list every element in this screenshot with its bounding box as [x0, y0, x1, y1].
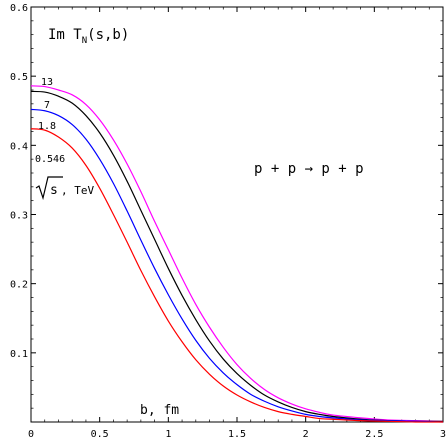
reaction-label: p + p → p + p — [254, 161, 364, 177]
x-tick-label: 3 — [440, 429, 446, 440]
energy-label-unit: , TeV — [61, 184, 94, 197]
energy-label-root: s — [50, 183, 58, 198]
sqrt-sign-icon — [35, 176, 63, 201]
y-tick-label: 0.5 — [10, 72, 28, 83]
y-tick-label: 0.4 — [10, 141, 28, 152]
chart-title: Im TN(s,b) — [48, 27, 129, 46]
x-tick-label: 2.5 — [365, 429, 383, 440]
x-tick-label: 1 — [165, 429, 171, 440]
x-axis: 0 0.5 1 1.5 2 2.5 3 — [28, 7, 446, 440]
title-args: (s,b) — [87, 27, 129, 43]
series-line-0-546 — [30, 128, 444, 423]
title-main: Im T — [48, 27, 82, 43]
title-subscript: N — [82, 36, 87, 46]
series-label-1-8: 1.8 — [38, 121, 56, 132]
x-tick-label: 0 — [28, 429, 34, 440]
energy-label: s , TeV — [35, 176, 94, 201]
series-line-13 — [30, 85, 444, 422]
y-tick-label: 0.3 — [10, 211, 28, 222]
y-axis: 0.1 0.2 0.3 0.4 0.5 0.6 — [10, 3, 443, 409]
x-tick-label: 1.5 — [228, 429, 246, 440]
plot-frame — [30, 6, 444, 423]
x-tick-label: 0.5 — [91, 429, 109, 440]
y-tick-label: 0.1 — [10, 349, 28, 360]
y-tick-label: 0.6 — [10, 3, 28, 14]
plot-border — [30, 6, 444, 423]
x-axis-label: b, fm — [140, 403, 179, 418]
series-label-0-546: 0.546 — [35, 154, 65, 165]
series-label-13: 13 — [41, 77, 53, 88]
series-line-1-8 — [30, 108, 444, 423]
series-label-7: 7 — [44, 100, 50, 111]
series-layer — [30, 85, 444, 423]
x-tick-label: 2 — [303, 429, 309, 440]
y-tick-label: 0.2 — [10, 280, 28, 291]
series-line-7 — [30, 90, 444, 422]
